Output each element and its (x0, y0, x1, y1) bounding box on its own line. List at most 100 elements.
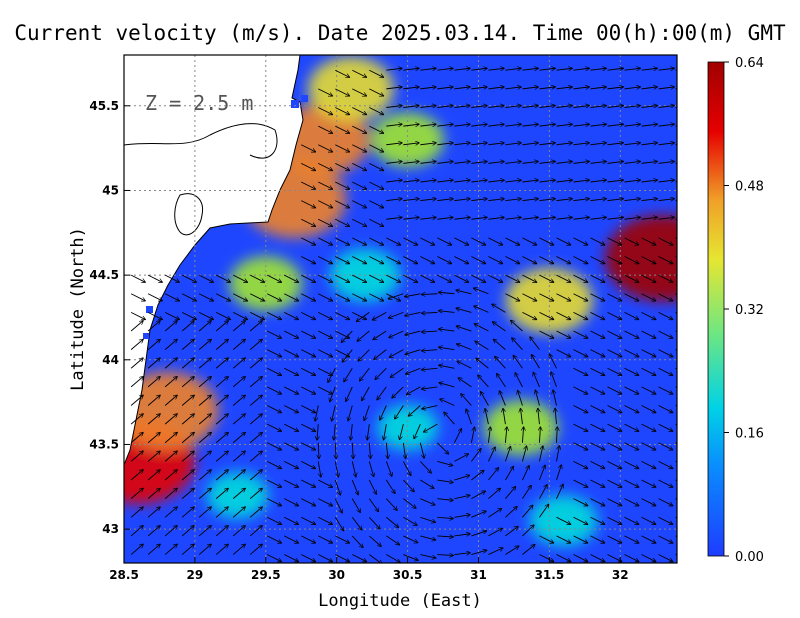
current-arrow (590, 535, 605, 543)
current-arrow (335, 181, 349, 189)
current-arrow (641, 143, 658, 145)
current-arrow (334, 424, 335, 440)
current-arrow (301, 442, 315, 450)
current-arrow (556, 68, 572, 70)
current-arrow (437, 237, 451, 245)
current-arrow (369, 107, 383, 114)
current-arrow (607, 460, 622, 468)
current-arrow (590, 256, 605, 264)
current-arrow (488, 447, 495, 462)
current-arrow (624, 423, 639, 431)
current-arrow (624, 330, 639, 338)
current-arrow (420, 237, 434, 245)
current-arrow (658, 554, 673, 562)
current-arrow (395, 405, 404, 419)
current-arrow (423, 423, 438, 432)
current-arrow (607, 256, 622, 264)
current-arrow (403, 479, 414, 492)
current-arrow (522, 256, 536, 264)
current-arrow (573, 87, 589, 89)
current-arrow (198, 358, 211, 369)
current-arrow (318, 554, 332, 562)
current-arrow (249, 507, 262, 518)
current-arrow (352, 311, 366, 319)
current-arrow (403, 535, 417, 543)
current-arrow (420, 217, 436, 219)
current-arrow (573, 68, 589, 70)
coastline-inner (124, 123, 278, 159)
y-tick-label: 44 (102, 353, 119, 367)
current-arrow (488, 180, 504, 182)
current-arrow (675, 88, 677, 90)
current-arrow (573, 124, 589, 126)
current-arrow (539, 446, 542, 462)
current-arrow (352, 162, 366, 170)
current-arrow (590, 237, 605, 245)
current-arrow (607, 311, 622, 319)
depth-label: Z = 2.5 m (145, 91, 253, 115)
current-arrow (624, 143, 641, 145)
current-arrow (335, 330, 349, 338)
current-arrow (471, 274, 485, 282)
current-arrow (318, 181, 332, 189)
current-arrow (232, 274, 247, 282)
current-arrow (215, 311, 230, 319)
current-arrow (488, 199, 504, 201)
current-arrow (471, 68, 487, 70)
current-arrow (439, 347, 455, 351)
current-arrow (454, 515, 470, 518)
current-arrow (505, 68, 521, 70)
current-arrow (352, 144, 366, 152)
current-arrow (497, 374, 506, 388)
current-arrow (495, 356, 506, 369)
current-arrow (403, 161, 419, 163)
current-arrow (130, 414, 143, 425)
current-arrow (164, 321, 177, 332)
current-arrow (641, 554, 656, 562)
current-arrow (573, 349, 587, 357)
current-arrow (675, 256, 677, 258)
current-arrow (658, 516, 673, 524)
current-arrow (130, 321, 143, 332)
current-arrow (357, 330, 370, 341)
current-arrow (198, 507, 211, 518)
current-arrow (420, 68, 436, 70)
current-arrow (147, 488, 160, 499)
x-tick-label: 29 (187, 568, 204, 582)
current-arrow (301, 367, 315, 375)
current-arrow (590, 274, 605, 282)
current-arrow (488, 256, 502, 264)
current-arrow (658, 106, 675, 108)
current-arrow (369, 256, 383, 264)
x-tick-label: 28.5 (109, 568, 139, 582)
current-arrow (369, 200, 383, 208)
x-tick-label: 32 (612, 568, 629, 582)
current-arrow (130, 507, 143, 518)
current-arrow (641, 516, 656, 524)
current-arrow (420, 479, 434, 488)
current-arrow (301, 311, 315, 319)
current-arrow (488, 508, 501, 518)
current-arrow (607, 535, 622, 543)
current-arrow (405, 349, 421, 355)
current-arrow (330, 386, 336, 402)
current-arrow (405, 311, 421, 315)
current-arrow (437, 217, 453, 219)
current-arrow (181, 507, 194, 518)
current-arrow (675, 554, 677, 556)
current-arrow (232, 507, 245, 518)
current-arrow (352, 88, 366, 96)
current-arrow (164, 488, 177, 499)
current-arrow (505, 199, 521, 201)
current-arrow (181, 376, 194, 388)
current-arrow (624, 274, 639, 282)
current-arrow (556, 554, 570, 562)
plot-frame (123, 54, 678, 564)
current-arrow (369, 144, 383, 152)
current-arrow (181, 451, 194, 462)
current-arrow (518, 390, 523, 406)
current-arrow (301, 423, 315, 431)
current-arrow (421, 368, 438, 370)
current-arrow (267, 479, 281, 487)
current-arrow (675, 181, 677, 183)
